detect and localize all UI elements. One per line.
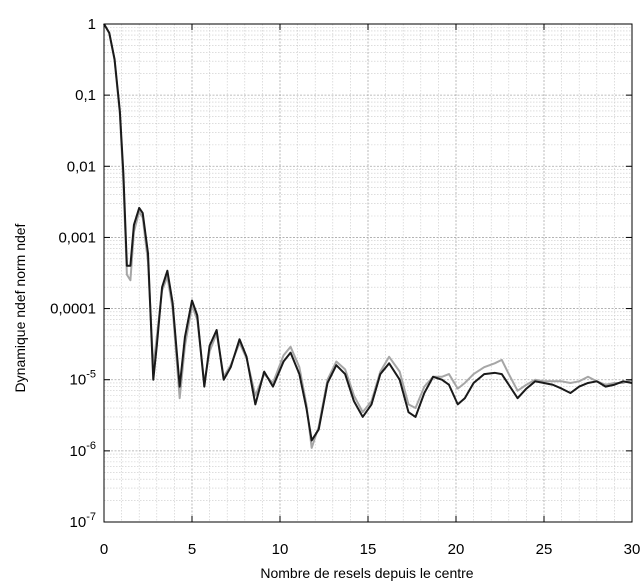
y-tick-label: 10-6	[70, 440, 96, 460]
x-tick-label: 5	[188, 541, 196, 558]
x-tick-label: 20	[448, 541, 465, 558]
y-tick-label: 1	[88, 16, 96, 33]
y-tick-label: 10-7	[70, 511, 96, 531]
y-axis-title: Dynamique ndef norm ndef	[12, 223, 28, 392]
grid	[103, 24, 633, 523]
ticks	[103, 23, 633, 523]
x-axis-title: Nombre de resels depuis le centre	[260, 565, 473, 581]
x-tick-label: 30	[624, 541, 641, 558]
y-tick-labels: 1 0,1 0,01 0,001 0,0001 10-5 10-6 10-7	[50, 16, 96, 531]
y-tick-label: 10-5	[70, 369, 96, 389]
y-tick-label: 0,01	[67, 158, 96, 175]
series-line-0	[103, 23, 633, 442]
series-layer	[103, 23, 633, 449]
y-tick-label: 0,0001	[50, 301, 96, 318]
x-tick-label: 25	[536, 541, 553, 558]
x-tick-label: 10	[272, 541, 289, 558]
x-tick-label: 0	[100, 541, 108, 558]
y-tick-label: 0,001	[58, 229, 96, 246]
y-tick-label: 0,1	[75, 87, 96, 104]
x-tick-label: 15	[360, 541, 377, 558]
x-tick-labels: 0 5 10 15 20 25 30	[100, 541, 641, 558]
